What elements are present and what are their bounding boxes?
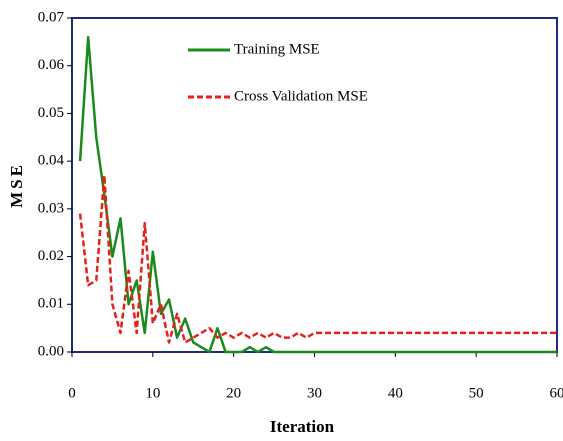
y-tick-label: 0.05 — [38, 105, 64, 121]
y-tick-label: 0.03 — [38, 200, 64, 216]
data-line — [78, 174, 557, 344]
y-tick-label: 0.04 — [38, 153, 65, 169]
data-line — [78, 35, 557, 354]
y-tick-label: 0.00 — [38, 343, 64, 359]
x-tick-label: 60 — [550, 385, 563, 401]
x-axis-title: Iteration — [270, 417, 335, 436]
y-tick-label: 0.07 — [38, 9, 65, 25]
x-tick-label: 50 — [469, 385, 484, 401]
x-tick-label: 30 — [307, 385, 322, 401]
y-axis-title: MSE — [7, 162, 26, 208]
legend-label: Training MSE — [234, 41, 320, 57]
x-tick-label: 10 — [145, 385, 160, 401]
y-tick-label: 0.01 — [38, 296, 64, 312]
y-tick-label: 0.02 — [38, 248, 64, 264]
y-tick-label: 0.06 — [38, 57, 65, 73]
x-tick-label: 20 — [226, 385, 241, 401]
x-tick-label: 0 — [68, 385, 76, 401]
legend-label: Cross Validation MSE — [234, 88, 368, 104]
x-tick-label: 40 — [388, 385, 403, 401]
plot-frame — [71, 17, 558, 353]
